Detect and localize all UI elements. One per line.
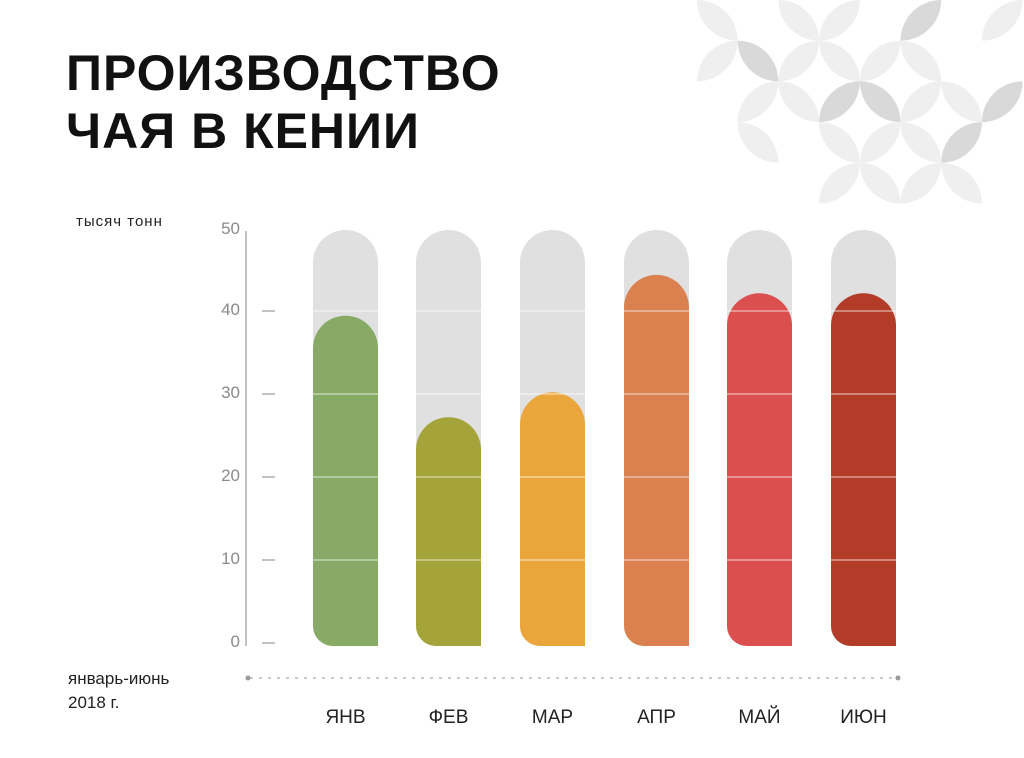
- petal-shape: [981, 81, 1023, 123]
- petal-shape: [819, 81, 860, 123]
- page-title: ПРОИЗВОДСТВО ЧАЯ В КЕНИИ: [66, 44, 501, 160]
- petal-shape: [859, 122, 901, 163]
- petal-shape: [697, 40, 738, 82]
- bar: [313, 315, 378, 646]
- petal-shape: [859, 40, 901, 82]
- x-tick-label: МАЙ: [738, 706, 780, 728]
- petal-shape: [697, 0, 738, 41]
- x-tick-label: ФЕВ: [429, 707, 469, 728]
- petal-shape: [778, 81, 820, 123]
- x-axis-label-line-1: январь-июнь: [68, 669, 170, 688]
- petal-shape: [900, 122, 942, 163]
- petal-shape: [900, 0, 942, 41]
- petal-shape: [737, 81, 779, 123]
- y-tick-label: 10: [221, 549, 240, 568]
- petal-shape: [819, 0, 860, 41]
- petal-shape: [778, 40, 820, 82]
- y-axis-label: тысяч тонн: [76, 213, 163, 230]
- title-line-2: ЧАЯ В КЕНИИ: [66, 103, 420, 159]
- y-tick-label: 40: [221, 300, 240, 319]
- title-line-1: ПРОИЗВОДСТВО: [66, 45, 501, 101]
- x-axis-label: январь-июнь 2018 г.: [68, 667, 169, 715]
- y-tick-label: 0: [231, 632, 240, 651]
- bar: [416, 417, 481, 646]
- y-tick-label: 50: [221, 219, 240, 238]
- y-tick-label: 30: [221, 383, 240, 402]
- petal-shape: [819, 162, 860, 204]
- petal-shape: [900, 81, 942, 123]
- x-tick-label: ЯНВ: [325, 707, 365, 728]
- bar: [520, 392, 585, 646]
- petal-shape: [737, 122, 779, 163]
- x-tick-label: ИЮН: [840, 707, 887, 728]
- petal-shape: [981, 0, 1023, 41]
- decorative-petal-pattern: [697, 0, 1023, 204]
- petal-shape: [900, 162, 942, 204]
- petal-shape: [819, 40, 860, 82]
- x-tick-label: АПР: [637, 707, 676, 728]
- petal-shape: [778, 0, 820, 41]
- bar: [727, 293, 792, 646]
- petal-shape: [859, 81, 901, 123]
- petal-shape: [941, 81, 982, 123]
- timeline-end-dot: [895, 675, 901, 681]
- petal-shape: [737, 40, 779, 82]
- petal-shape: [941, 162, 982, 204]
- petal-shape: [859, 162, 901, 204]
- timeline-start-dot: [245, 675, 251, 681]
- bar: [831, 293, 896, 646]
- x-axis-label-line-2: 2018 г.: [68, 693, 120, 712]
- petal-shape: [900, 40, 942, 82]
- x-tick-label: МАР: [532, 707, 573, 728]
- petal-shape: [941, 122, 982, 163]
- bar: [624, 274, 689, 646]
- petal-shape: [819, 122, 860, 163]
- y-tick-label: 20: [221, 466, 240, 485]
